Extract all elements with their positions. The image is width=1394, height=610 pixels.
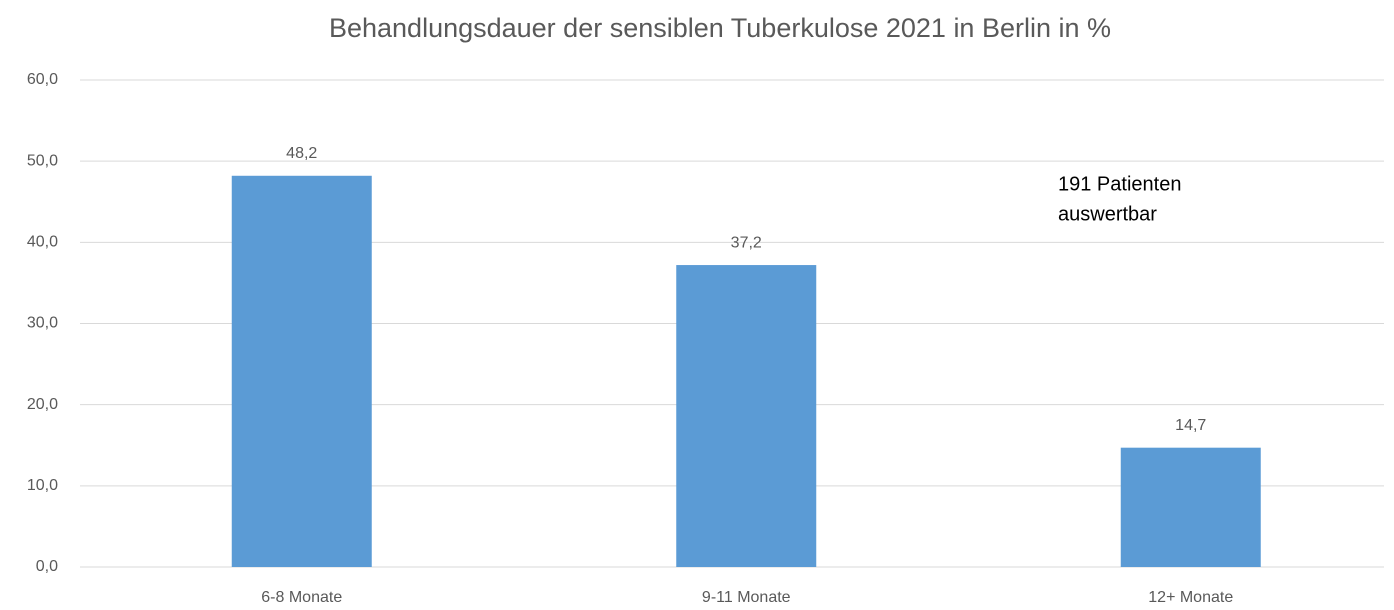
x-tick-label: 12+ Monate <box>1148 589 1233 606</box>
y-tick-label: 60,0 <box>27 71 58 88</box>
y-tick-label: 20,0 <box>27 396 58 413</box>
bar <box>676 265 817 567</box>
chart-title: Behandlungsdauer der sensiblen Tuberkulo… <box>329 13 1111 43</box>
data-label: 14,7 <box>1175 417 1206 434</box>
y-tick-label: 40,0 <box>27 234 58 251</box>
x-tick-label: 9-11 Monate <box>702 589 791 606</box>
annotation: 191 Patienten <box>1058 173 1181 195</box>
data-label: 37,2 <box>731 234 762 251</box>
y-tick-label: 30,0 <box>27 315 58 332</box>
y-tick-label: 50,0 <box>27 152 58 169</box>
y-tick-label: 10,0 <box>27 477 58 494</box>
y-tick-label: 0,0 <box>36 558 58 575</box>
x-tick-label: 6-8 Monate <box>261 589 342 606</box>
annotation: auswertbar <box>1058 203 1157 225</box>
data-label: 48,2 <box>286 145 317 162</box>
bar <box>1120 447 1261 567</box>
bar <box>231 175 372 567</box>
